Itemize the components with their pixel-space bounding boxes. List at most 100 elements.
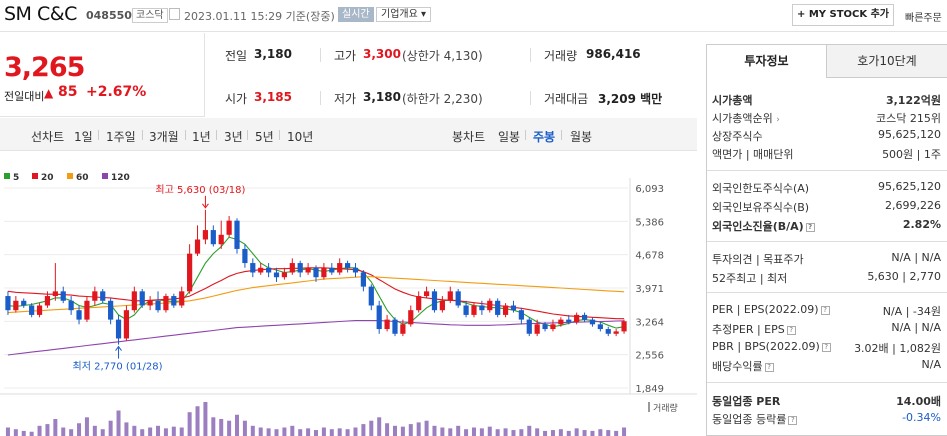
volume-bar [361,424,366,436]
volume-bar [124,422,129,436]
candle-body [52,291,58,297]
candle-body [510,305,517,311]
candle-body [273,272,280,278]
industry-change-value: -0.34% [902,411,941,424]
period-5y[interactable]: 5년 [255,130,274,144]
candle-body [131,291,137,311]
legend-label-120: 120 [111,173,130,183]
volume-bar [258,427,263,436]
volume-bar [77,423,82,436]
industry-per-value: 14.00배 [896,395,941,408]
price-chart[interactable]: 5 20 60 120 6,093 5,386 4,678 3,971 3,264 2,556 1… [0,152,697,436]
candle-weekly[interactable]: 주봉 [533,130,556,144]
volume-bar [219,419,224,436]
info-icon[interactable]: ? [764,362,774,372]
volume-bar [61,427,66,436]
volume-legend-marker [648,402,650,412]
period-10y[interactable]: 10년 [287,130,314,144]
period-1y[interactable]: 1년 [192,130,211,144]
candle-body [305,267,311,273]
pbr-bps-text: PBR | BPS(2022.09) [712,340,820,353]
candle-body [194,239,201,254]
volume-bar [622,427,627,436]
foreign-holding-label: 외국인보유주식수(B) [712,201,810,214]
period-3m[interactable]: 3개월 [149,130,179,144]
candle-daily[interactable]: 일봉 [498,130,521,144]
volume-bar [156,425,161,436]
stock-header [0,0,947,32]
info-icon[interactable]: ? [788,415,798,425]
info-icon[interactable]: ? [821,342,831,352]
candle-body [242,248,248,264]
volume-bar [566,430,571,436]
candle-body [447,291,453,301]
quick-order-link[interactable]: 빠른주문 [905,13,942,24]
line-chart-label: 선차트 [31,130,65,144]
per-eps-text: PER | EPS(2022.09) [712,303,819,316]
candle-body [163,296,169,311]
divider [98,130,99,140]
volume-bar [503,428,508,436]
period-3y[interactable]: 3년 [224,130,243,144]
volume-bar [163,428,168,436]
candle-body [289,263,295,273]
volume-bar [29,431,34,436]
volume-bar [582,430,587,436]
info-icon[interactable]: ? [805,222,815,232]
legend-swatch-60 [67,173,73,179]
candle-body [266,267,272,273]
candle-body [526,319,532,334]
volume-bar [53,419,58,436]
dividend-label: 배당수익률? [712,358,774,374]
tab-orderbook[interactable]: 호가10단계 [826,45,947,78]
volume-bar [471,427,476,436]
candle-body [60,291,66,301]
volume-bar [424,420,429,436]
candle-body [234,220,240,249]
candle-body [36,305,43,315]
add-my-stock-button[interactable]: + MY STOCK 추가 [792,4,894,26]
volume-bar [535,428,540,436]
volume-bar [282,427,287,436]
candle-body [321,267,327,278]
volume-bar [614,430,619,436]
chevron-right-icon[interactable]: › [776,115,780,125]
divider [216,130,217,140]
legend-swatch-5 [4,173,10,179]
candle-monthly[interactable]: 월봉 [570,130,593,144]
candle-body [439,300,445,311]
prev-close-value: 3,180 [254,47,292,61]
candle-body [621,321,627,332]
legend-label-5: 5 [13,173,19,183]
volume-bar [235,414,240,436]
candle-body [13,300,19,311]
realtime-badge[interactable]: 실시간 [338,7,374,22]
shares-label: 상장주식수 [712,130,763,143]
info-icon[interactable]: ? [820,305,830,315]
price-change: 85 [58,84,78,100]
candle-body [68,300,74,311]
tab-investment-info[interactable]: 투자정보 [707,45,826,78]
volume-bar [527,425,532,436]
opinion-value: N/A | N/A [891,251,941,264]
y-tick-label: 2,556 [635,351,664,362]
candle-body [471,305,477,315]
divider [707,382,947,383]
candle-body [542,324,548,330]
candle-body [605,329,611,334]
per-eps-value: N/A | -34원 [882,305,941,318]
candle-body [487,300,493,311]
foreign-limit-label: 외국인한도주식수(A) [712,182,810,195]
par-value-value: 500원 | 1주 [882,148,941,161]
company-overview-dropdown[interactable]: 기업개요 ▾ [376,7,431,22]
high-arrow-head [202,203,209,209]
period-1w[interactable]: 1주일 [106,130,136,144]
volume-bar [519,429,524,436]
candle-body [463,305,469,315]
candle-body [479,305,485,311]
info-icon[interactable]: ? [786,325,796,335]
pbr-bps-label: PBR | BPS(2022.09)? [712,340,831,353]
period-1d[interactable]: 1일 [74,130,93,144]
candle-body [44,296,51,306]
candle-body [100,291,106,301]
